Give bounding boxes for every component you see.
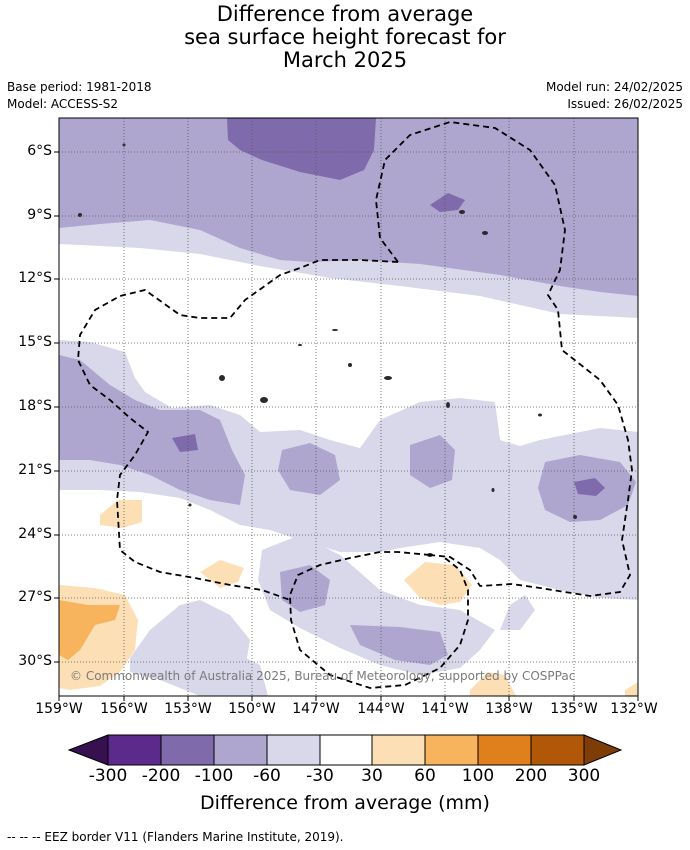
- colorbar-label: 60: [414, 766, 436, 786]
- lat-label: 27°S: [18, 589, 52, 605]
- colorbar-label: 300: [567, 766, 601, 786]
- colorbar-bin: [213, 734, 268, 766]
- anomaly-region-medium-north: [59, 118, 638, 296]
- anomaly-region-medium-south-2: [350, 625, 448, 665]
- anomaly-region-dark-east: [430, 193, 465, 212]
- lat-label: 21°S: [18, 462, 52, 478]
- anomaly-region-light-south-east: [500, 595, 535, 630]
- lon-label: 159°W: [35, 701, 83, 717]
- colorbar-bin: [107, 734, 162, 766]
- meta-left: Base period: 1981-2018 Model: ACCESS-S2: [7, 79, 152, 113]
- colorbar-bin: [424, 734, 479, 766]
- copyright-notice: © Commonwealth of Australia 2025, Bureau…: [70, 669, 576, 683]
- colorbar-bin: [319, 734, 373, 766]
- anomaly-region-light-central: [59, 340, 638, 600]
- gridlines: [59, 118, 638, 696]
- colorbar-extend-low: [67, 734, 109, 766]
- lat-label: 9°S: [27, 207, 52, 223]
- lon-label: 138°W: [485, 701, 533, 717]
- lat-label: 15°S: [18, 334, 52, 350]
- colorbar-label: -60: [253, 766, 281, 786]
- colorbar: [67, 734, 623, 766]
- anomaly-region-medium-south: [280, 565, 330, 612]
- colorbar-label: 100: [461, 766, 495, 786]
- colorbar-label: -200: [141, 766, 181, 786]
- lat-label: 18°S: [18, 398, 52, 414]
- axis-ticks: [54, 151, 639, 701]
- lon-label: 150°W: [228, 701, 276, 717]
- lon-label: 147°W: [292, 701, 340, 717]
- anomaly-region-dark-east-2: [574, 478, 605, 496]
- anomaly-region-positive-small-2: [200, 560, 244, 588]
- model-run: Model run: 24/02/2025: [545, 80, 683, 94]
- colorbar-label: -300: [88, 766, 128, 786]
- model-name: Model: ACCESS-S2: [7, 97, 119, 111]
- lat-label: 24°S: [18, 526, 52, 542]
- eez-footnote: -- -- -- EEZ border V11 (Flanders Marine…: [7, 830, 344, 844]
- anomaly-region-medium-center: [410, 435, 455, 488]
- colorbar-bin: [477, 734, 532, 766]
- anomaly-region-positive-corner: [625, 682, 638, 696]
- anomaly-region-medium-central: [59, 355, 245, 505]
- colorbar-title: Difference from average (mm): [200, 792, 490, 814]
- anomaly-region-medium-center-east: [278, 443, 340, 495]
- lon-label: 141°W: [421, 701, 469, 717]
- lon-label: 156°W: [100, 701, 148, 717]
- lon-label: 144°W: [357, 701, 405, 717]
- base-period: Base period: 1981-2018: [7, 80, 152, 94]
- anomaly-region-positive-small-1: [100, 500, 142, 528]
- colorbar-label: 200: [514, 766, 548, 786]
- colorbar-bin: [371, 734, 426, 766]
- map-title: Difference from average sea surface heig…: [0, 3, 690, 72]
- lat-label: 6°S: [27, 143, 52, 159]
- colorbar-label: 30: [361, 766, 383, 786]
- title-line: sea surface height forecast for: [184, 25, 506, 49]
- colorbar-extend-high: [583, 734, 623, 766]
- anomaly-region-light-southwest: [190, 650, 268, 696]
- anomaly-region-positive-west-strong: [59, 600, 120, 660]
- anomaly-region-positive-southeast: [470, 672, 516, 696]
- title-line: Difference from average: [216, 2, 474, 26]
- title-line: March 2025: [282, 48, 408, 72]
- colorbar-bin: [266, 734, 321, 766]
- meta-right: Model run: 24/02/2025 Issued: 26/02/2025: [546, 79, 683, 113]
- lon-label: 132°W: [610, 701, 658, 717]
- lat-label: 30°S: [18, 653, 52, 669]
- lon-label: 153°W: [164, 701, 212, 717]
- colorbar-bin: [160, 734, 215, 766]
- issued-date: Issued: 26/02/2025: [567, 97, 683, 111]
- anomaly-region-dark-west: [172, 434, 198, 452]
- lat-label: 12°S: [18, 270, 52, 286]
- colorbar-label: -30: [306, 766, 334, 786]
- anomaly-region-positive-central: [404, 562, 472, 605]
- eez-border: [77, 121, 633, 689]
- colorbar-label: -100: [194, 766, 234, 786]
- anomaly-region-dark-north: [227, 118, 376, 180]
- lon-label: 135°W: [550, 701, 598, 717]
- colorbar-bin: [530, 734, 585, 766]
